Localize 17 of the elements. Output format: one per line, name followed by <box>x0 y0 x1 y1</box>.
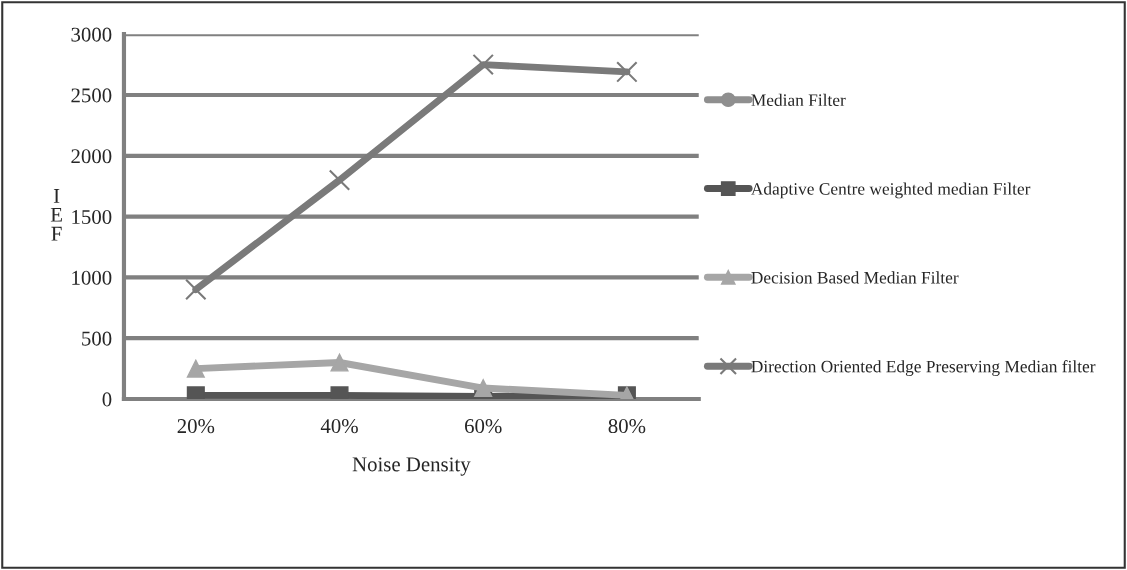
y-tick-label: 2000 <box>71 149 112 164</box>
x-tick-label: 20% <box>177 419 215 434</box>
y-tick-label: 1000 <box>72 270 112 285</box>
y-axis-title: IEF <box>50 189 62 241</box>
legend-label: Direction Oriented Edge Preserving Median filter <box>751 360 1096 376</box>
legend-label: Decision Based Median Filter <box>751 271 959 284</box>
x-tick-label: 60% <box>465 419 502 434</box>
y-tick-label: 500 <box>82 331 112 346</box>
y-tick-label: 0 <box>102 392 112 407</box>
x-tick-label: 80% <box>608 419 646 434</box>
y-tick-label: 3000 <box>71 27 112 42</box>
y-tick-label: 1500 <box>72 209 112 225</box>
legend-label: Median Filter <box>751 93 846 106</box>
legend-label: Adaptive Centre weighted median Filter <box>750 182 1031 199</box>
x-axis-title: Noise Density <box>352 457 471 476</box>
y-tick-label: 2500 <box>71 88 112 103</box>
x-tick-label: 40% <box>320 419 358 434</box>
